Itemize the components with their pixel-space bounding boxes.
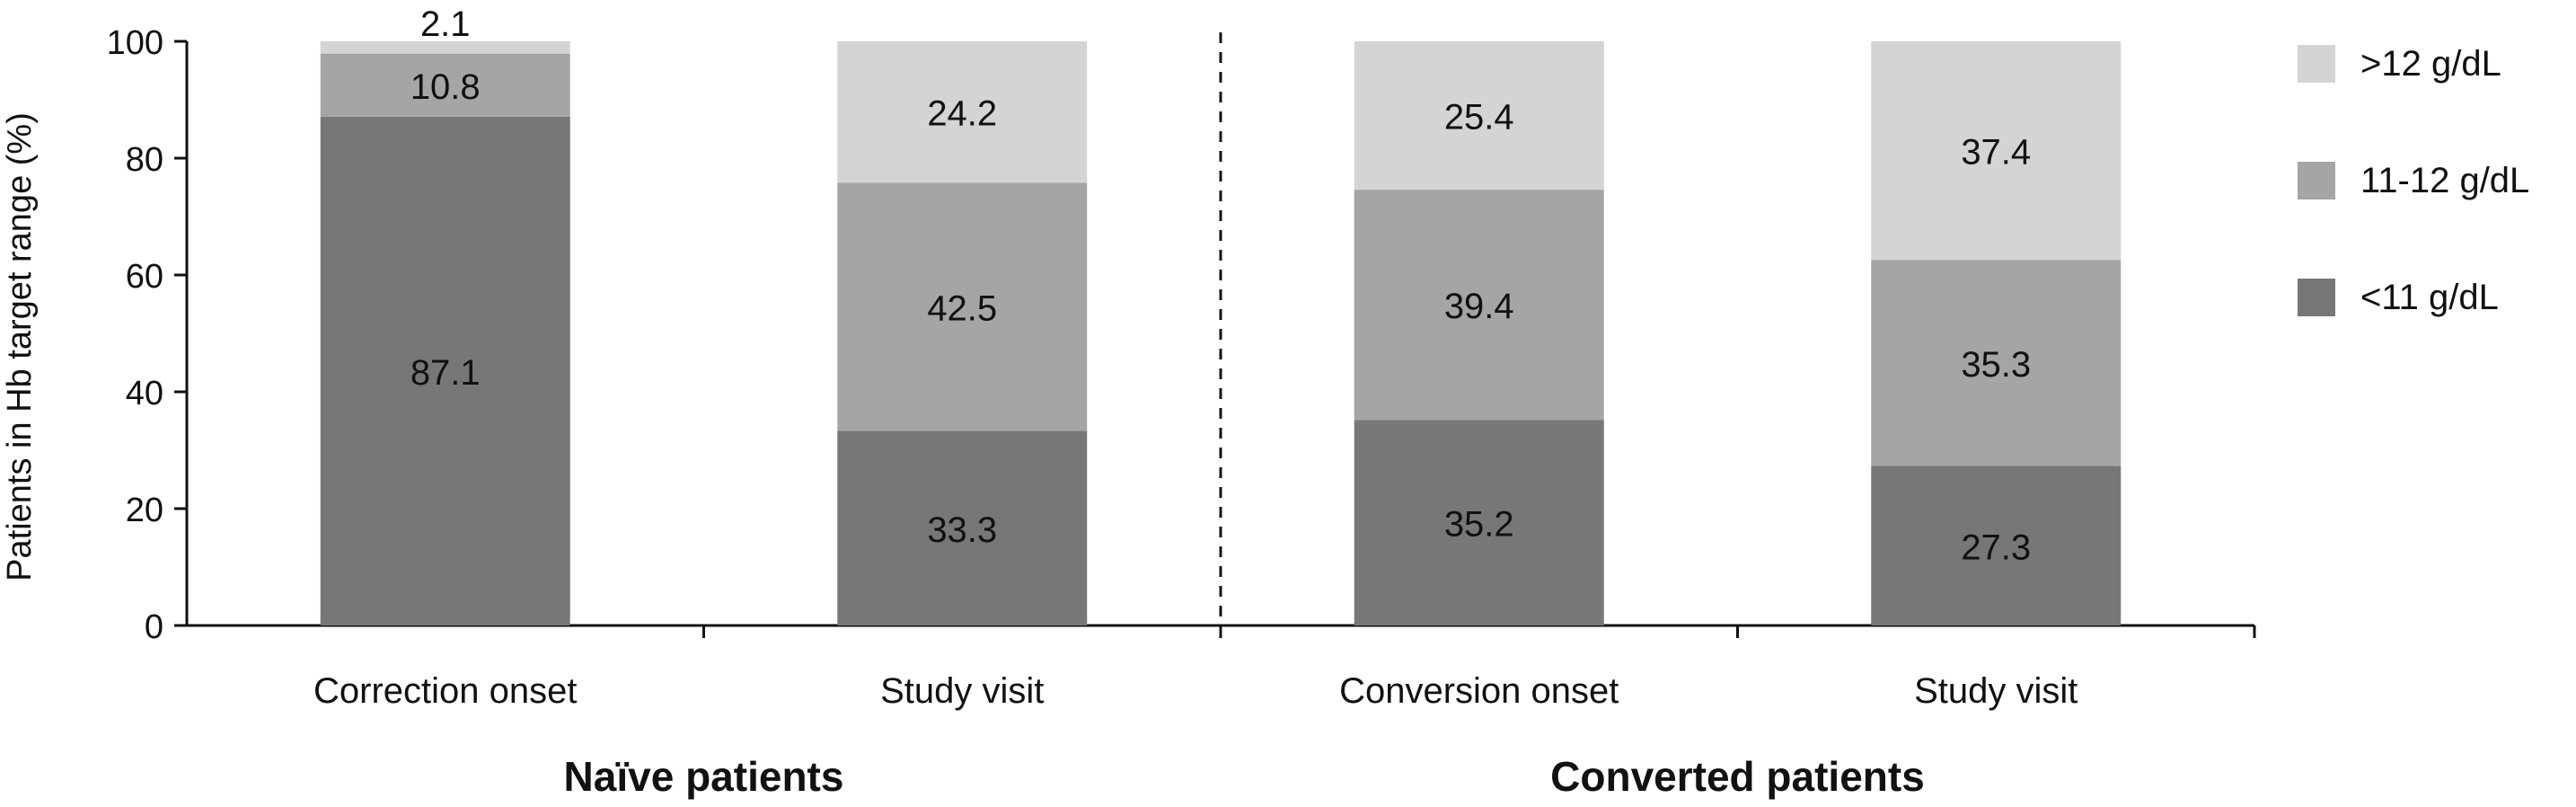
legend: >12 g/dL 11-12 g/dL <11 g/dL <box>2298 44 2529 317</box>
bar-value-label: 2.1 <box>420 4 471 44</box>
bar-segment <box>1871 260 2122 466</box>
bar-value-label: 37.4 <box>1961 133 2031 173</box>
bar-value-label: 25.4 <box>1444 98 1514 137</box>
bars: 87.1 10.8 2.1 33.3 42.5 24.2 35.2 39.4 25.4 27.3 3… <box>320 4 2122 626</box>
group-labels: Naïve patients Converted patients <box>564 753 1925 800</box>
bar-segment <box>1354 190 1604 421</box>
group-label: Naïve patients <box>564 753 844 800</box>
y-tick-label: 60 <box>126 258 163 296</box>
bar-segment <box>1871 41 2122 261</box>
x-category-label: Study visit <box>1914 671 2078 711</box>
bar-value-label: 24.2 <box>927 94 997 134</box>
bar-value-label: 33.3 <box>927 510 997 550</box>
bar-segment <box>837 430 1088 625</box>
y-tick-label: 0 <box>145 608 163 646</box>
bar-segment <box>1354 420 1604 625</box>
bar-segment <box>1871 466 2122 625</box>
legend-label: 11-12 g/dL <box>2360 161 2529 200</box>
y-tick-label: 100 <box>107 24 163 62</box>
legend-label: <11 g/dL <box>2360 278 2499 317</box>
bar-segment <box>320 41 570 54</box>
group-label: Converted patients <box>1550 753 1925 800</box>
x-axis: Correction onset Study visit Conversion on… <box>187 624 2256 711</box>
y-axis-title: Patients in Hb target range (%) <box>1 112 39 581</box>
x-category-label: Conversion onset <box>1339 671 1619 711</box>
legend-swatch <box>2298 162 2335 200</box>
bar-value-label: 35.3 <box>1961 345 2031 385</box>
legend-swatch <box>2298 45 2335 83</box>
x-category-label: Correction onset <box>313 671 577 711</box>
legend-swatch <box>2298 279 2335 316</box>
bar-value-label: 35.2 <box>1444 505 1514 545</box>
bar-value-label: 10.8 <box>410 67 481 107</box>
bar-segment <box>1354 41 1604 191</box>
y-tick-label: 20 <box>126 492 163 529</box>
bar-segment <box>320 53 570 117</box>
legend-label: >12 g/dL <box>2360 44 2501 84</box>
bar-value-label: 27.3 <box>1961 528 2031 567</box>
bar-segment <box>837 41 1088 183</box>
bar-value-label: 39.4 <box>1444 287 1514 326</box>
bar-segment <box>320 116 570 626</box>
bar-value-label: 42.5 <box>927 288 997 328</box>
y-tick-label: 40 <box>126 375 163 412</box>
bar-value-label: 87.1 <box>410 353 481 393</box>
bar-segment <box>837 182 1088 431</box>
y-axis: 0 20 40 60 80 100 Patients in Hb target range … <box>1 24 189 646</box>
y-tick-label: 80 <box>126 141 163 179</box>
x-category-label: Study visit <box>880 671 1044 711</box>
